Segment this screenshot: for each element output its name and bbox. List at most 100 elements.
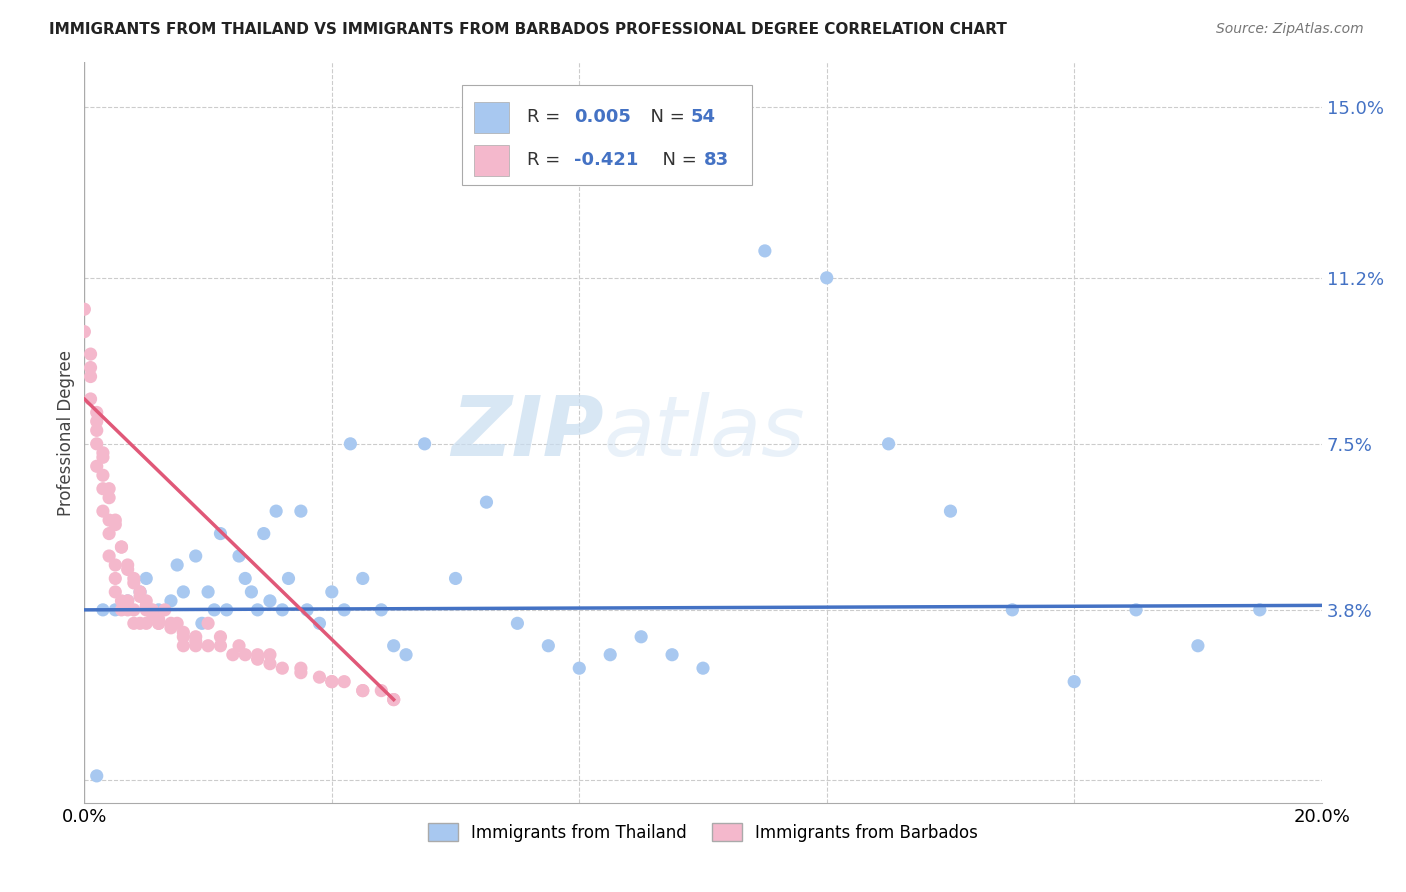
Point [661,648,683,662]
Bar [474,102,509,133]
Point [215,603,238,617]
Point [877,437,900,451]
Point [110,540,132,554]
Point [122,571,145,585]
Point [104,517,127,532]
Point [73,325,96,339]
Point [172,625,194,640]
Text: -0.421: -0.421 [574,151,638,169]
Point [295,603,318,617]
Point [184,549,207,563]
Point [382,692,405,706]
Point [321,674,343,689]
Point [184,630,207,644]
Point [98,526,121,541]
Point [79,369,101,384]
Point [290,504,312,518]
Point [91,482,114,496]
Point [599,648,621,662]
Point [166,558,188,572]
Point [129,585,152,599]
Text: IMMIGRANTS FROM THAILAND VS IMMIGRANTS FROM BARBADOS PROFESSIONAL DEGREE CORRELA: IMMIGRANTS FROM THAILAND VS IMMIGRANTS F… [49,22,1007,37]
Point [104,585,127,599]
Point [98,513,121,527]
Point [202,603,225,617]
Point [122,603,145,617]
Text: ZIP: ZIP [451,392,605,473]
Point [184,634,207,648]
Point [141,603,163,617]
Point [692,661,714,675]
Point [240,585,263,599]
Point [172,585,194,599]
Point [86,423,108,437]
Point [91,603,114,617]
Point [86,437,108,451]
Point [264,504,287,518]
Point [233,648,256,662]
Point [1001,603,1024,617]
Point [166,616,188,631]
Point [79,392,101,406]
Point [129,590,152,604]
Legend: Immigrants from Thailand, Immigrants from Barbados: Immigrants from Thailand, Immigrants fro… [419,815,987,850]
Point [290,665,312,680]
Point [568,661,591,675]
Point [370,683,392,698]
Point [135,571,157,585]
Point [129,616,152,631]
Point [352,683,374,698]
Point [141,607,163,622]
Point [122,616,145,631]
Point [246,652,269,666]
Point [1125,603,1147,617]
Point [160,616,183,631]
Point [148,616,170,631]
Y-axis label: Professional Degree: Professional Degree [56,350,75,516]
Point [228,639,250,653]
Text: atlas: atlas [605,392,806,473]
Point [172,639,194,653]
Point [333,603,356,617]
Point [271,661,294,675]
Point [160,621,183,635]
Text: 54: 54 [690,108,716,127]
Point [815,270,838,285]
Point [233,571,256,585]
Point [209,630,232,644]
Point [98,491,121,505]
Text: R =: R = [527,108,567,127]
Point [1187,639,1209,653]
Point [222,648,245,662]
Point [98,482,121,496]
Point [537,639,560,653]
Point [153,603,176,617]
Point [129,585,152,599]
Point [321,585,343,599]
Point [413,437,436,451]
Point [184,639,207,653]
Point [197,639,219,653]
Point [104,603,127,617]
Point [506,616,529,631]
Point [91,450,114,465]
Point [135,603,157,617]
Text: 0.005: 0.005 [574,108,631,127]
Point [290,661,312,675]
Point [172,630,194,644]
FancyBboxPatch shape [461,85,752,185]
Point [79,360,101,375]
Point [754,244,776,258]
Point [339,437,361,451]
Point [259,657,281,671]
Point [148,612,170,626]
Point [86,414,108,428]
Point [271,603,294,617]
Point [197,616,219,631]
Point [110,603,132,617]
Point [110,540,132,554]
Point [104,558,127,572]
Point [630,630,652,644]
Point [122,576,145,591]
Point [197,585,219,599]
